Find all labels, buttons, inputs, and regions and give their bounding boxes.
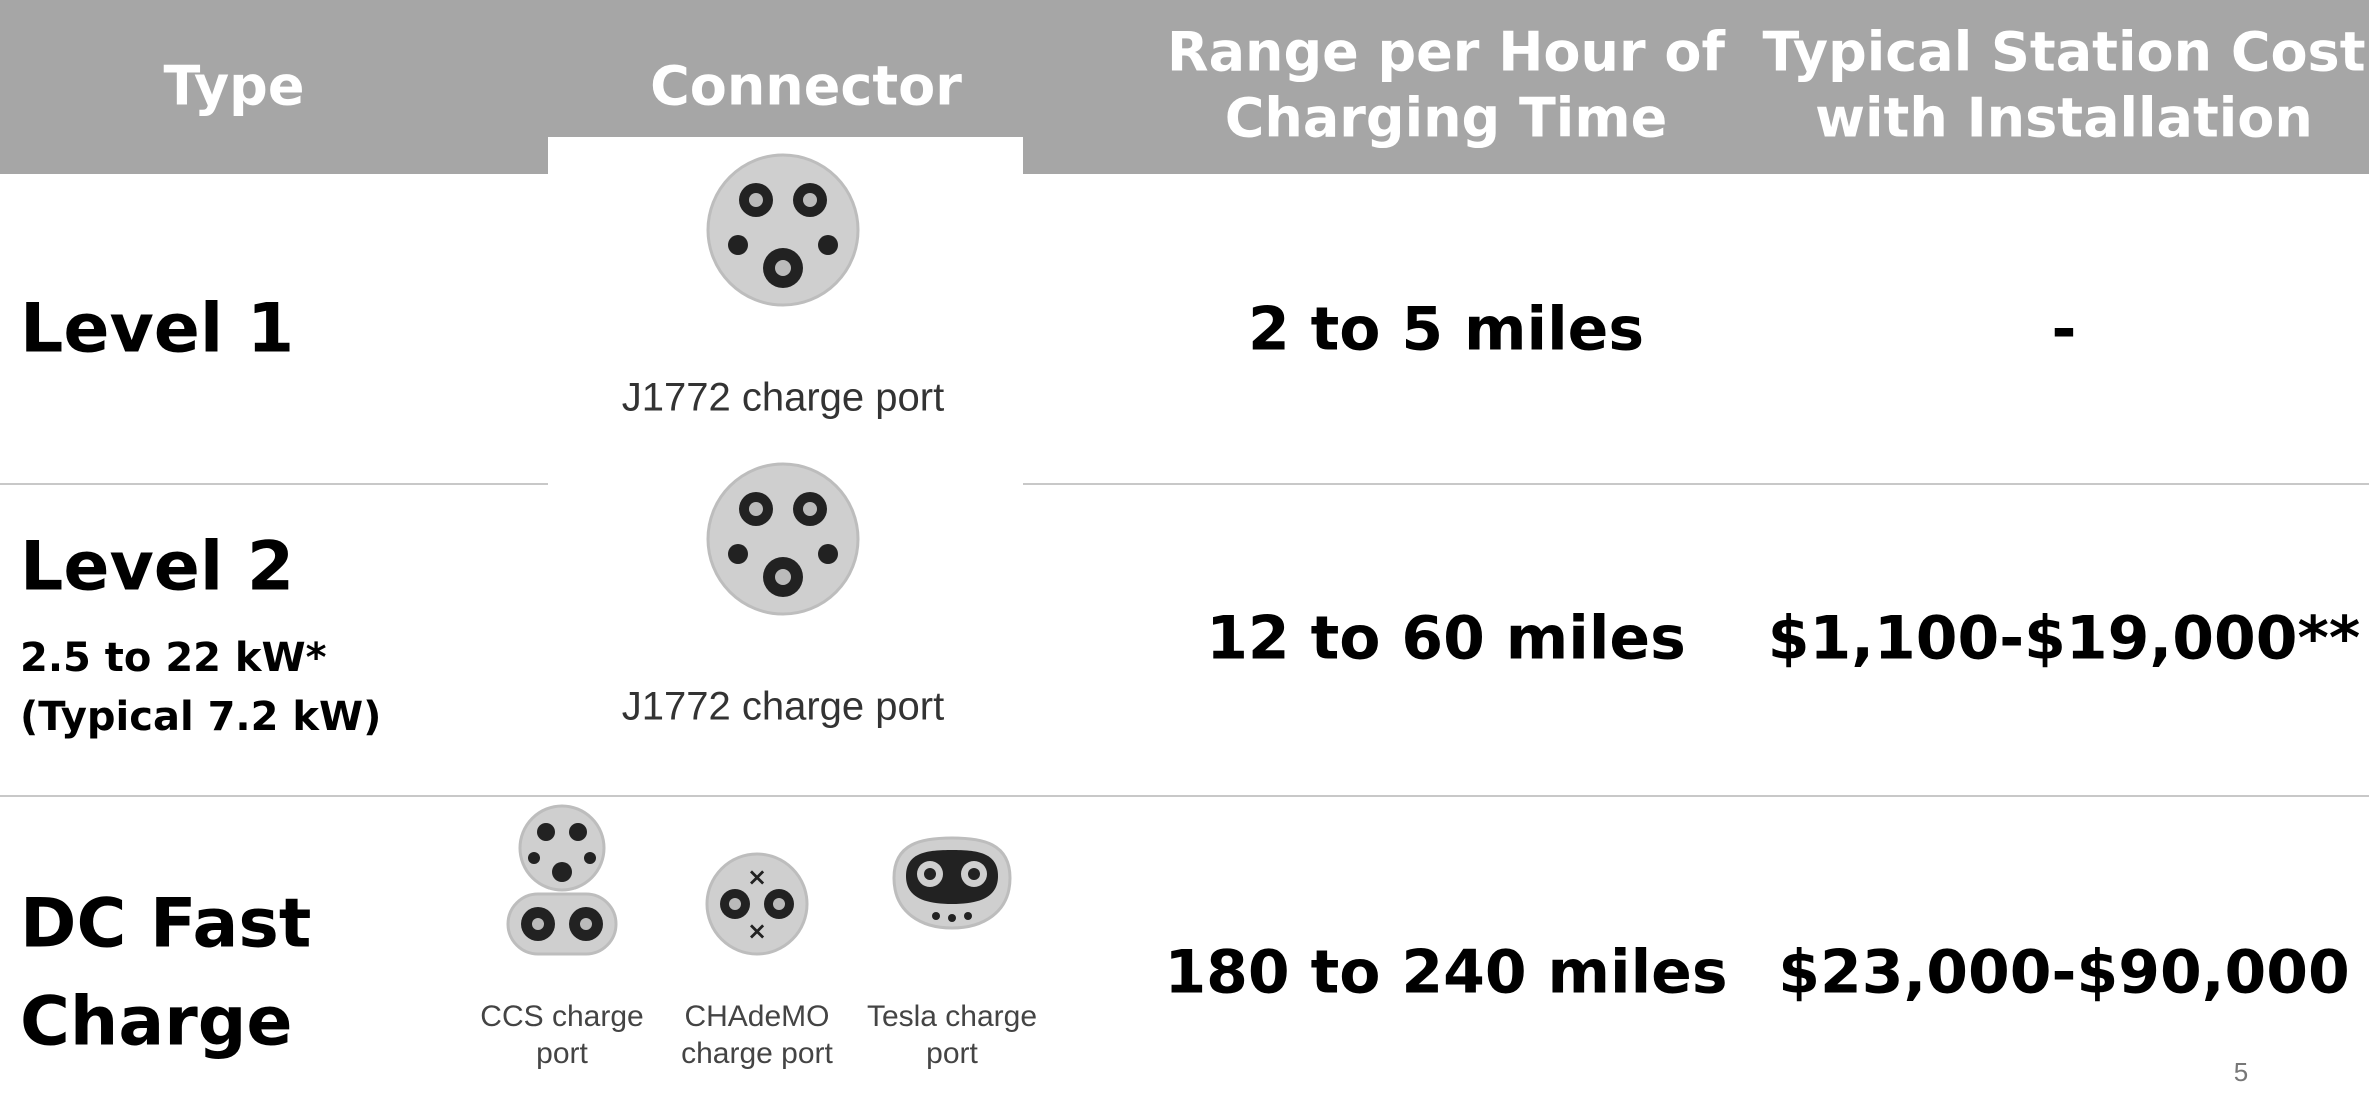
connector-label: port — [536, 1037, 588, 1070]
type-note: 2.5 to 22 kW* — [20, 635, 327, 681]
type-label: Level 2 — [20, 528, 294, 607]
cost-value: $23,000-$90,000 — [1778, 938, 2349, 1008]
cost-value: - — [2052, 295, 2077, 365]
type-label: Level 1 — [20, 290, 294, 369]
range-value: 2 to 5 miles — [1248, 295, 1644, 365]
cost-value: $1,100-$19,000** — [1768, 604, 2360, 674]
connector-label: CCS charge — [480, 1000, 643, 1033]
type-note: (Typical 7.2 kW) — [20, 694, 381, 740]
header-cell: Type — [164, 55, 305, 118]
connector-label: CHAdeMO — [684, 1000, 829, 1033]
header-band — [0, 0, 2369, 174]
header-cell: Range per Hour of — [1167, 21, 1726, 84]
j1772-icon — [706, 462, 860, 616]
svg-text:×: × — [747, 863, 767, 891]
range-value: 180 to 240 miles — [1164, 938, 1727, 1008]
header-cell: Connector — [650, 55, 962, 118]
ccs-icon — [506, 804, 618, 956]
tesla-icon — [892, 836, 1012, 930]
j1772-icon — [706, 153, 860, 307]
header-cell: Typical Station Cost — [1762, 21, 2365, 84]
type-label: DC Fast — [20, 885, 311, 964]
connector-label: port — [926, 1037, 978, 1070]
connector-label: J1772 charge port — [622, 376, 944, 420]
connector-label: J1772 charge port — [622, 685, 944, 729]
page-number: 5 — [2234, 1057, 2248, 1087]
chademo-icon: × × — [705, 852, 809, 956]
type-label: Charge — [20, 983, 293, 1062]
header-cell: with Installation — [1815, 87, 2313, 150]
range-value: 12 to 60 miles — [1206, 604, 1686, 674]
svg-text:×: × — [747, 917, 767, 945]
connector-label: charge port — [681, 1037, 833, 1070]
connector-label: Tesla charge — [867, 1000, 1037, 1033]
header-cell: Charging Time — [1225, 87, 1667, 150]
